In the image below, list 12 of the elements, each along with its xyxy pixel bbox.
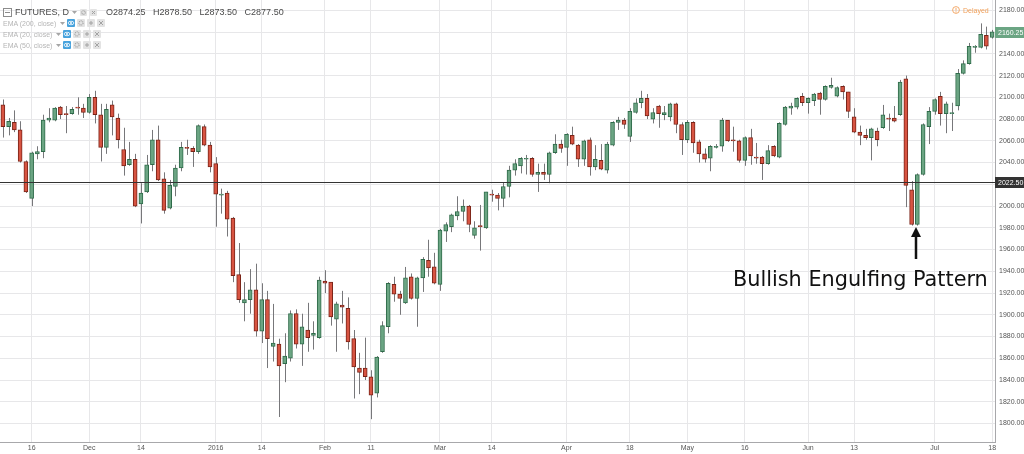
candlestick [823, 84, 828, 102]
candlestick [725, 119, 730, 143]
candlestick [52, 106, 57, 122]
candlestick [201, 124, 207, 147]
annotation: O2874.25 H2878.50 L2873.50 C2877.50 [106, 6, 284, 17]
text: FUTURES, D [15, 6, 69, 17]
candlestick [771, 144, 776, 158]
annotation: Bullish Engulfing Pattern [733, 267, 988, 291]
candlestick [610, 120, 615, 147]
candlestick [794, 96, 799, 110]
candlestick [713, 143, 719, 149]
candlestick [776, 121, 782, 159]
